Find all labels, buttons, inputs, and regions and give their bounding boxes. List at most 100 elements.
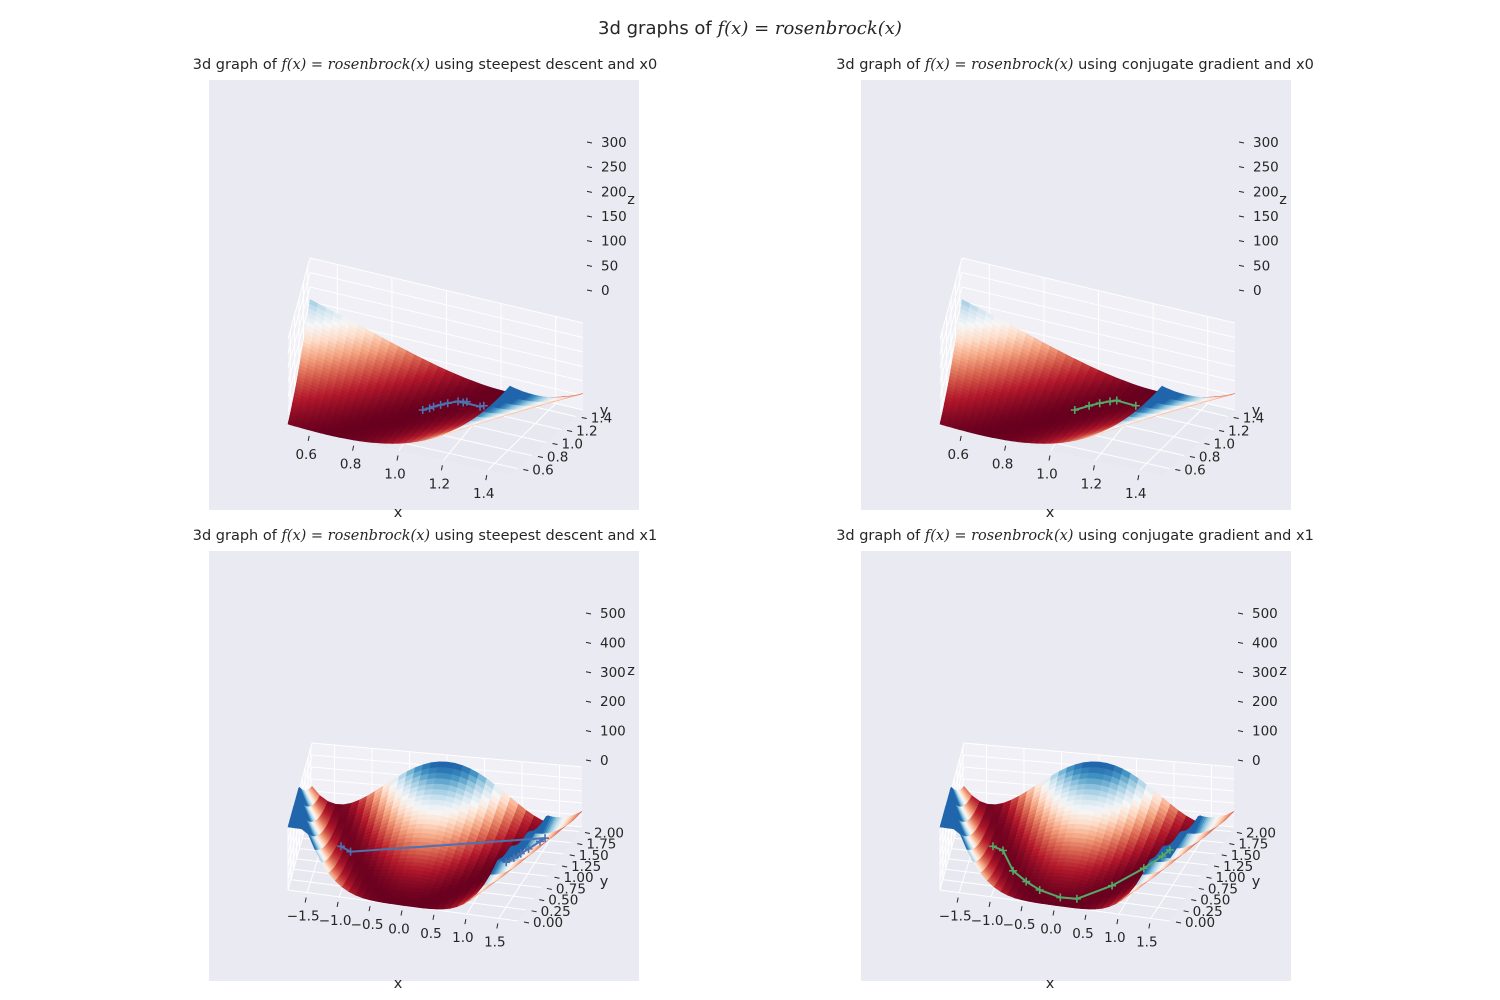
surface-patch [991,812,1002,816]
subplot-title-prefix: 3d graph of [192,528,282,544]
path-marker [536,837,545,846]
subplot-title-suffix: using conjugate gradient and x1 [1073,528,1314,544]
path-marker [479,401,488,410]
optimization-path [418,397,488,414]
grid-line-z [287,272,311,354]
y-tick-label: 1.0 [1214,437,1235,453]
grid-line-z [287,301,311,383]
z-tick-label: 100 [600,724,626,740]
z-tick-mark [1238,190,1245,193]
x-tick-label: 1.4 [473,486,494,502]
surface-plot-0: 0.60.81.01.21.40.60.81.01.21.40501001502… [287,135,635,521]
subplot-title-suffix: using steepest descent and x1 [430,528,658,544]
surface-patch [1009,851,1019,856]
surface-patch [339,812,350,816]
y-tick-label: 0.25 [541,904,571,920]
grid-line-z [961,286,1236,353]
z-tick-label: 400 [600,635,626,651]
surface-patch [996,823,1006,828]
z-tick-mark [1238,215,1245,218]
x-tick-mark [1137,475,1140,481]
z-tick-label: 300 [600,665,626,681]
z-axis-label: z [627,663,635,679]
grid-line-z [939,286,963,369]
grid-line-z [961,272,1236,338]
path-marker [1022,877,1031,886]
x-tick-label: 1.0 [452,930,473,946]
z-tick-label: 200 [600,694,626,710]
x-tick-mark [307,435,310,441]
y-tick-mark [523,921,530,924]
y-tick-label: 0.8 [547,450,568,466]
y-tick-label: 0.6 [1184,463,1205,479]
surface-patch [1079,804,1089,811]
z-tick-label: 150 [601,209,627,225]
y-tick-mark [567,430,573,432]
z-tick-mark [585,612,592,615]
x-tick-mark [956,897,959,903]
x-tick-label: 1.0 [1036,467,1057,483]
z-tick-mark [1238,289,1245,292]
z-tick-label: 200 [1253,184,1279,200]
subplot-title-prefix: 3d graph of [836,528,925,544]
y-tick-mark [554,876,560,879]
x-tick-mark [464,919,467,925]
x-axis-label: x [394,505,403,521]
y-tick-label: 0.8 [1199,450,1220,466]
tick-labels: 0.60.81.01.21.40.60.81.01.21.40501001502… [295,135,626,502]
subplot-0: 0.6 0.8 1.0 1.2 1.4 0.6 0.8 1.0 1.2 1.4 0 50 100 150 2… [209,80,639,521]
z-tick-mark [585,671,592,674]
path-marker [1158,852,1167,861]
x-tick-label: −1.0 [971,913,1004,929]
surface-patch [344,823,354,828]
x-tick-label: 0.6 [295,447,316,463]
surface-plot-2: −1.5 −1.0 −0.5 0.0 0.5 1.0 1.50.000.250.500.75… [287,606,635,992]
y-tick-mark [569,854,575,857]
surface-patch [357,851,367,856]
z-tick-mark [586,141,593,144]
surface-patch [939,824,948,829]
y-axis-label: y [600,874,609,890]
x-tick-mark [336,901,339,907]
z-tick-label: 0 [601,283,610,299]
optimization-path [1070,396,1140,414]
x-tick-mark [1020,906,1023,912]
grid-line-z [309,286,584,353]
z-tick-label: 500 [600,606,626,622]
y-tick-label: 2.00 [594,825,624,841]
y-tick-label: 1.4 [1243,411,1264,427]
path-marker [1072,894,1081,903]
grid-line-z [311,742,583,768]
z-tick-label: 150 [1253,209,1279,225]
grid-line-z [309,257,584,324]
x-tick-mark [304,897,307,903]
subplot-title-3: 3d graph of f(x) = rosenbrock(x) using c… [755,528,1395,544]
y-tick-label: 0.75 [556,881,586,897]
surface-patch [427,804,437,811]
grid-line-z [287,257,311,340]
surface-patch [362,857,372,862]
surface-patch [1154,385,1165,395]
x-tick-label: 1.5 [484,934,505,950]
x-tick-label: −0.5 [351,917,384,933]
path-marker [988,842,997,851]
z-tick-label: 200 [601,184,627,200]
z-axis-label: z [1279,192,1287,208]
x-tick-mark [400,910,403,916]
y-tick-mark [1175,469,1181,471]
z-tick-label: 250 [1253,160,1279,176]
z-tick-label: 100 [1253,234,1279,250]
subplot-1: 0.6 0.8 1.0 1.2 1.4 0.6 0.8 1.0 1.2 1.4 0 50 100 150 2… [861,80,1291,521]
y-tick-mark [546,887,552,890]
path-marker [1108,881,1117,890]
path-marker [509,853,518,862]
path-marker [418,406,427,414]
path-marker [459,398,468,407]
surface-patch [352,843,363,847]
z-tick-mark [586,240,593,243]
x-tick-mark [1004,445,1007,451]
y-axis-label: y [1252,403,1261,419]
y-tick-label: 0.50 [548,893,578,909]
grid-line-z [961,301,1236,367]
subplot-title-prefix: 3d graph of [192,57,282,73]
